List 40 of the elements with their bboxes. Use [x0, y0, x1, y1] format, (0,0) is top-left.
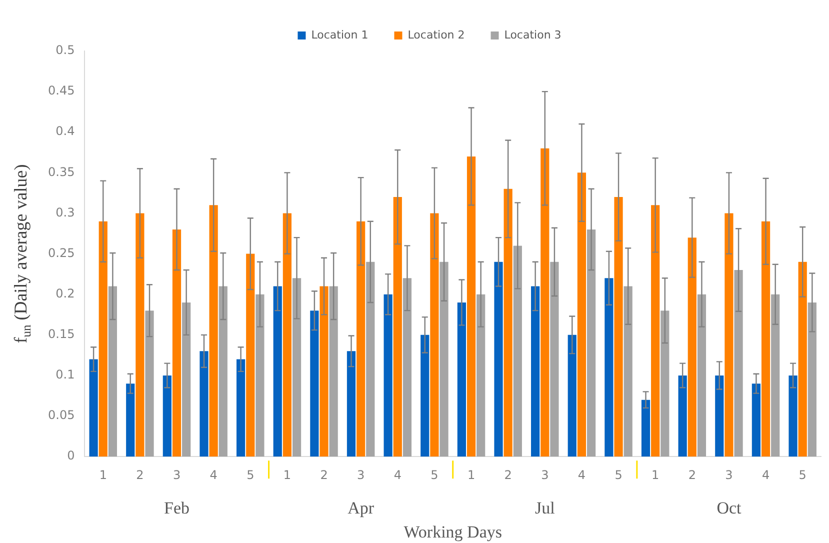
y-tick-label: 0.25 [48, 246, 75, 260]
y-tick-label: 0.45 [48, 84, 75, 98]
x-tick-label: 4 [210, 468, 218, 482]
y-tick-label: 0.4 [56, 124, 75, 138]
x-tick-label: 1 [652, 468, 660, 482]
x-tick-label: 2 [136, 468, 144, 482]
x-tick-label: 2 [504, 468, 512, 482]
y-tick-label: 0.5 [56, 43, 75, 58]
x-tick-label: 1 [99, 468, 107, 482]
x-tick-label: 3 [172, 468, 181, 482]
x-tick-label: 3 [541, 468, 549, 482]
x-tick-label: 1 [283, 468, 292, 482]
legend-label: Location 2 [408, 28, 465, 42]
x-tick-label: 4 [394, 468, 402, 482]
text: Apr [348, 498, 374, 518]
y-tick-label: 0.05 [48, 408, 75, 422]
x-tick-label: 3 [357, 468, 365, 482]
x-tick-label: 2 [688, 468, 696, 482]
legend-label: Location 1 [311, 28, 368, 42]
y-tick-label: 0.2 [56, 286, 75, 300]
x-tick-label: 5 [614, 468, 622, 482]
x-axis-title: Working Days [404, 522, 502, 542]
y-tick-label: 0.15 [48, 327, 75, 342]
x-tick-label: 4 [578, 468, 586, 482]
y-tick-label: 0.3 [56, 205, 75, 220]
x-tick-label: 5 [246, 468, 254, 482]
x-tick-label: 5 [430, 468, 438, 482]
x-tick-label: 3 [725, 468, 733, 482]
y-tick-label: 0 [67, 448, 75, 463]
x-tick-label: 2 [320, 468, 328, 482]
y-axis-title: fun (Daily average value) [10, 164, 34, 344]
y-tick-label: 0.1 [56, 368, 75, 382]
x-tick-label: 4 [762, 468, 770, 482]
x-tick-label: 5 [798, 468, 806, 482]
y-tick-label: 0.35 [48, 164, 75, 179]
legend-label: Location 3 [504, 28, 562, 42]
text: Oct [716, 498, 742, 518]
text: Feb [164, 498, 190, 518]
text: Jul [534, 498, 556, 518]
x-tick-label: 1 [467, 468, 476, 482]
